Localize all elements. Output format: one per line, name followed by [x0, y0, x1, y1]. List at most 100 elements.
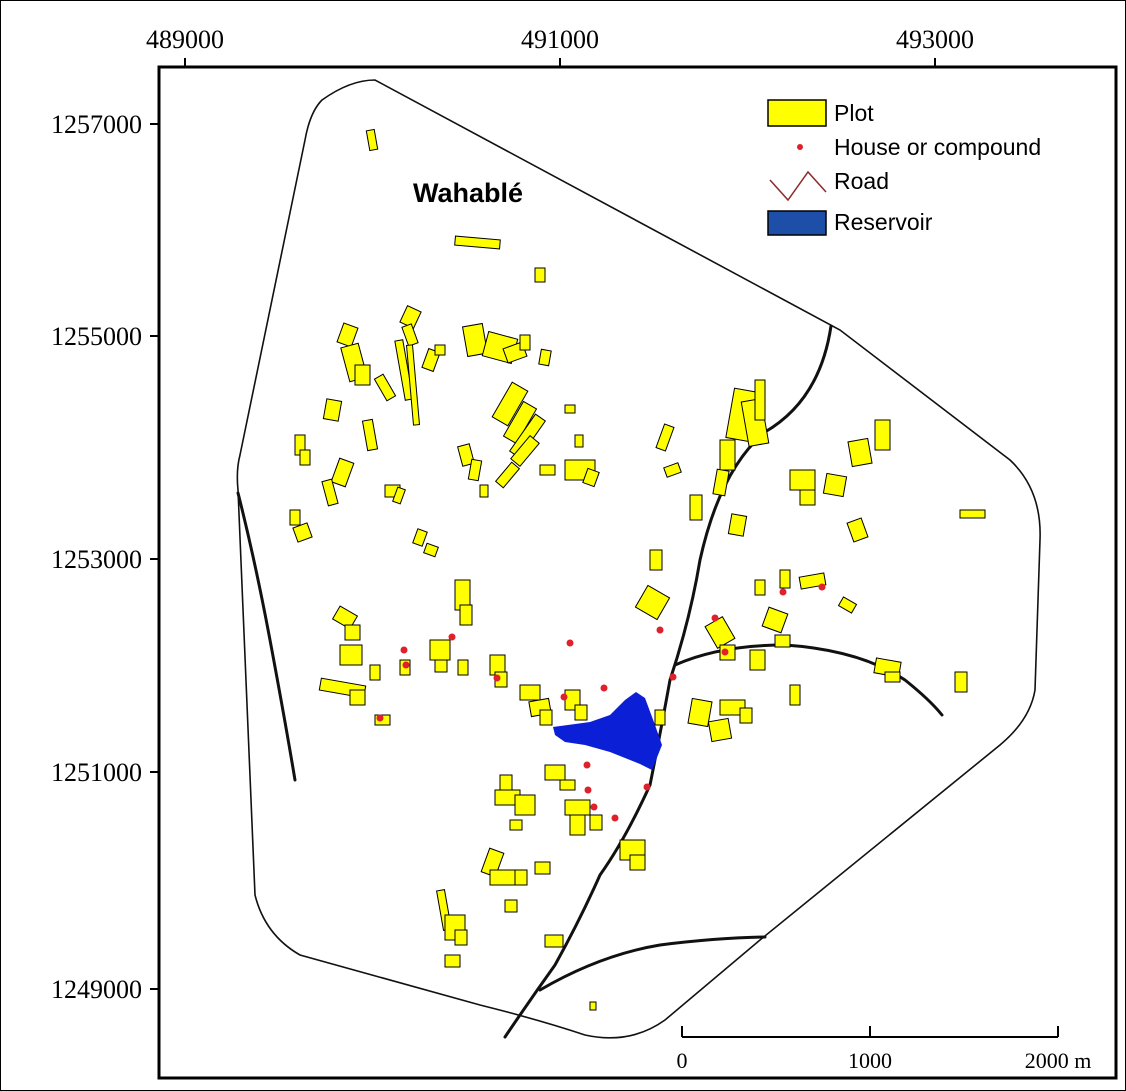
plot-parcel — [582, 467, 600, 488]
house-marker — [818, 583, 826, 591]
plot-parcel — [534, 861, 551, 875]
plot-parcel — [539, 464, 556, 476]
y-tick-label: 1253000 — [51, 545, 142, 574]
plot-parcel — [959, 509, 986, 519]
plot-parcel — [365, 128, 379, 152]
study-area-boundary — [236, 79, 1041, 1039]
map-frame — [157, 65, 1118, 1080]
plot-parcel — [663, 462, 682, 478]
plot-parcel — [649, 549, 663, 571]
plot-parcel — [509, 819, 523, 831]
house-marker — [583, 761, 591, 769]
plot-parcel — [559, 779, 576, 791]
plot-parcel — [846, 517, 869, 543]
plot-parcel — [589, 814, 603, 831]
plot-parcel — [564, 799, 591, 816]
legend-road-symbol — [769, 170, 827, 202]
plot-parcel — [494, 461, 521, 489]
house-marker — [711, 614, 719, 622]
plot-parcel — [544, 934, 564, 948]
house-marker — [611, 814, 619, 822]
plot-parcel — [412, 528, 428, 547]
plot-parcel — [538, 348, 552, 367]
plot-parcel — [704, 615, 736, 650]
house-marker — [779, 588, 787, 596]
plot-parcel — [423, 542, 439, 558]
road-south — [538, 935, 767, 992]
plot-parcel — [589, 1001, 597, 1011]
y-axis — [150, 123, 159, 990]
plot-parcel — [519, 684, 541, 701]
legend-reservoir-swatch — [767, 210, 827, 236]
plot-parcel — [454, 929, 468, 946]
legend-plot-label: Plot — [834, 100, 874, 126]
house-marker — [669, 673, 677, 681]
plot-parcel — [467, 458, 483, 482]
plot-parcel — [434, 344, 446, 356]
plot-parcel — [707, 717, 733, 743]
plot-parcel — [434, 659, 448, 673]
house-marker — [400, 646, 408, 654]
house-marker — [600, 684, 608, 692]
plot-parcel — [429, 639, 451, 661]
plot-parcel — [761, 606, 789, 634]
plot-parcel — [749, 649, 766, 671]
x-axis — [184, 58, 936, 67]
plot-parcel — [874, 419, 891, 451]
house-marker — [566, 639, 574, 647]
plot-parcel — [569, 814, 586, 836]
plot-parcel — [405, 344, 421, 426]
scale-label: 1000 — [848, 1048, 892, 1073]
plot-parcel — [349, 689, 366, 706]
plot-parcel — [739, 707, 753, 724]
plot-parcel — [479, 484, 489, 498]
x-tick-label: 489000 — [146, 25, 224, 54]
plot-parcel — [461, 322, 489, 358]
house-marker — [584, 786, 592, 794]
plot-parcel — [489, 869, 516, 886]
road-west — [236, 491, 297, 782]
plot-parcel — [754, 579, 766, 596]
plot-parcel — [789, 469, 816, 491]
legend-house-symbol — [797, 144, 803, 150]
house-marker — [590, 803, 598, 811]
plot-parcel — [392, 486, 406, 505]
plot-parcel — [331, 605, 359, 630]
plot-parcel — [292, 522, 313, 543]
plot-parcel — [789, 684, 801, 706]
scale-bar — [681, 1026, 1059, 1038]
plot-parcel — [344, 624, 361, 641]
reservoir — [553, 692, 662, 770]
plot-parcel — [361, 418, 379, 452]
plot-parcel — [754, 379, 766, 421]
house-marker — [560, 693, 568, 701]
scale-label: 0 — [677, 1048, 688, 1073]
plot-parcel — [457, 659, 469, 676]
plot-parcel — [336, 322, 359, 348]
plot-parcel — [514, 794, 536, 816]
house-marker — [721, 648, 729, 656]
x-tick-label: 493000 — [896, 25, 974, 54]
place-label: Wahablé — [413, 178, 523, 208]
plot-parcel — [689, 494, 703, 521]
plot-parcel — [629, 854, 646, 871]
house-marker — [656, 626, 664, 634]
plot-parcel — [654, 709, 666, 726]
y-tick-label: 1257000 — [51, 110, 142, 139]
plot-parcel — [779, 569, 791, 589]
plot-parcel — [480, 847, 505, 878]
plot-parcel — [655, 423, 675, 452]
plot-parcel — [954, 671, 968, 693]
y-tick-label: 1255000 — [51, 322, 142, 351]
plot-parcel — [539, 709, 553, 726]
house-marker — [448, 633, 456, 641]
plot-parcel — [712, 468, 730, 497]
plot-parcel — [719, 439, 736, 471]
plot-parcel — [534, 267, 546, 283]
plot-parcel — [544, 764, 566, 781]
plot-parcel — [514, 869, 528, 886]
plot-parcel — [564, 404, 576, 414]
plot-parcel — [394, 339, 414, 401]
plot-parcel — [774, 634, 791, 648]
